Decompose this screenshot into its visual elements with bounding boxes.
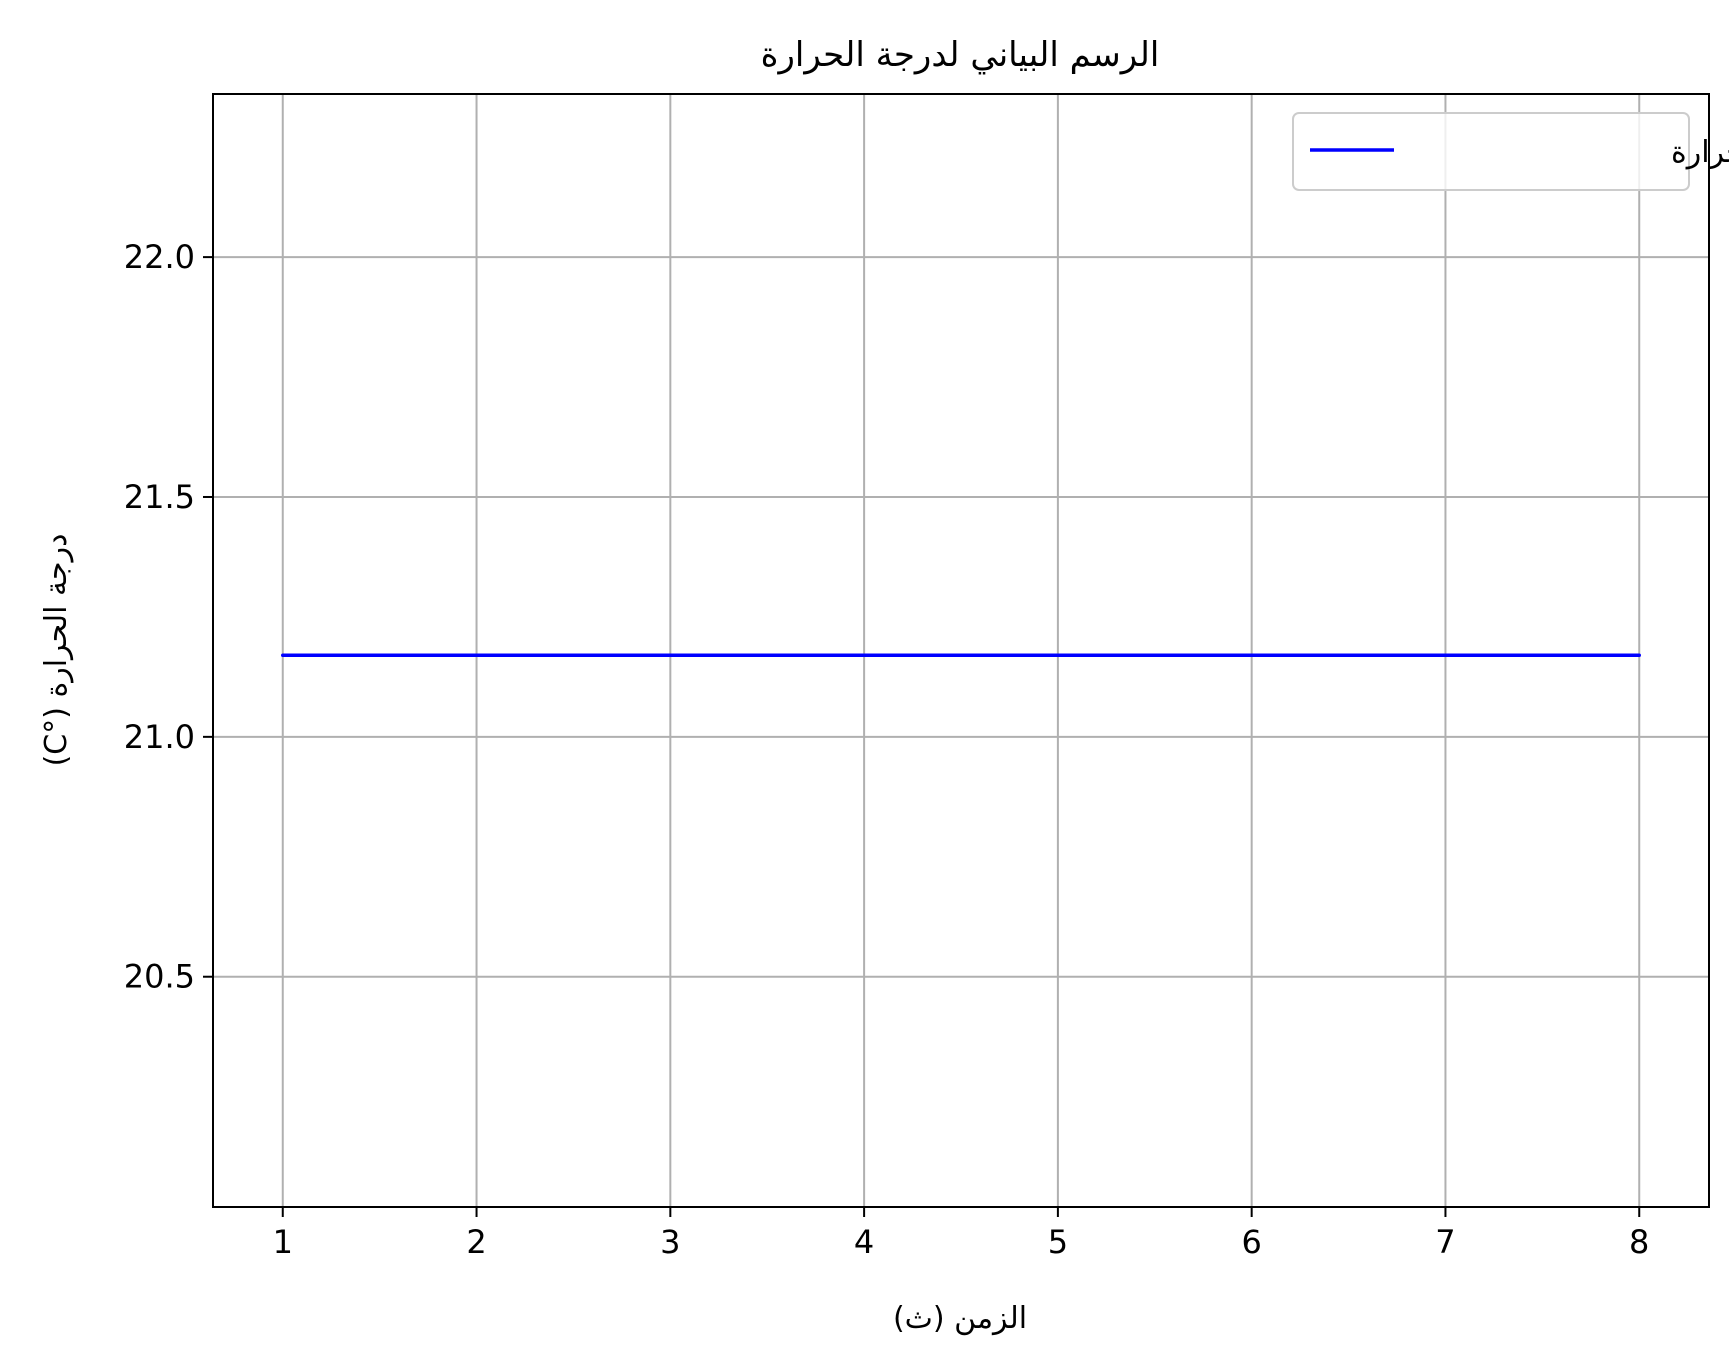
grid [213,94,1709,1207]
chart-title: الرسم البياني لدرجة الحرارة [761,35,1160,75]
data-point [1637,653,1641,658]
data-point [281,653,285,658]
x-tick-label: 5 [1048,1223,1068,1261]
legend-label-temperature: درجة الحرارة [1671,135,1729,170]
data-point [862,653,866,658]
plot-frame [212,93,1710,1208]
data-point [668,653,673,658]
x-tick-label: 8 [1629,1223,1649,1261]
y-tick-label: 21.5 [124,478,195,516]
x-tick-label: 4 [854,1223,874,1261]
legend-box [1292,112,1690,191]
x-tick-label: 7 [1435,1223,1455,1261]
x-tick-label: 2 [466,1223,486,1261]
x-axis-label: الزمن (ث) [893,1301,1027,1336]
y-tick-label: 22.0 [124,238,195,276]
data-point [1056,653,1060,658]
series-layer [281,653,1641,658]
ticks: 1 2 3 4 5 6 7 8 20.5 21.0 21.5 22.0 [124,238,1650,1261]
y-tick-label: 20.5 [124,958,195,996]
x-tick-label: 3 [660,1223,680,1261]
data-point [474,653,479,658]
x-tick-label: 6 [1241,1223,1261,1261]
legend: درجة الحرارة [1292,112,1729,191]
x-tick-label: 1 [273,1223,293,1261]
data-point [1249,653,1254,658]
y-axis-label: درجة الحرارة (°C) [39,534,74,767]
y-tick-label: 21.0 [124,718,195,756]
data-point [1443,653,1448,658]
